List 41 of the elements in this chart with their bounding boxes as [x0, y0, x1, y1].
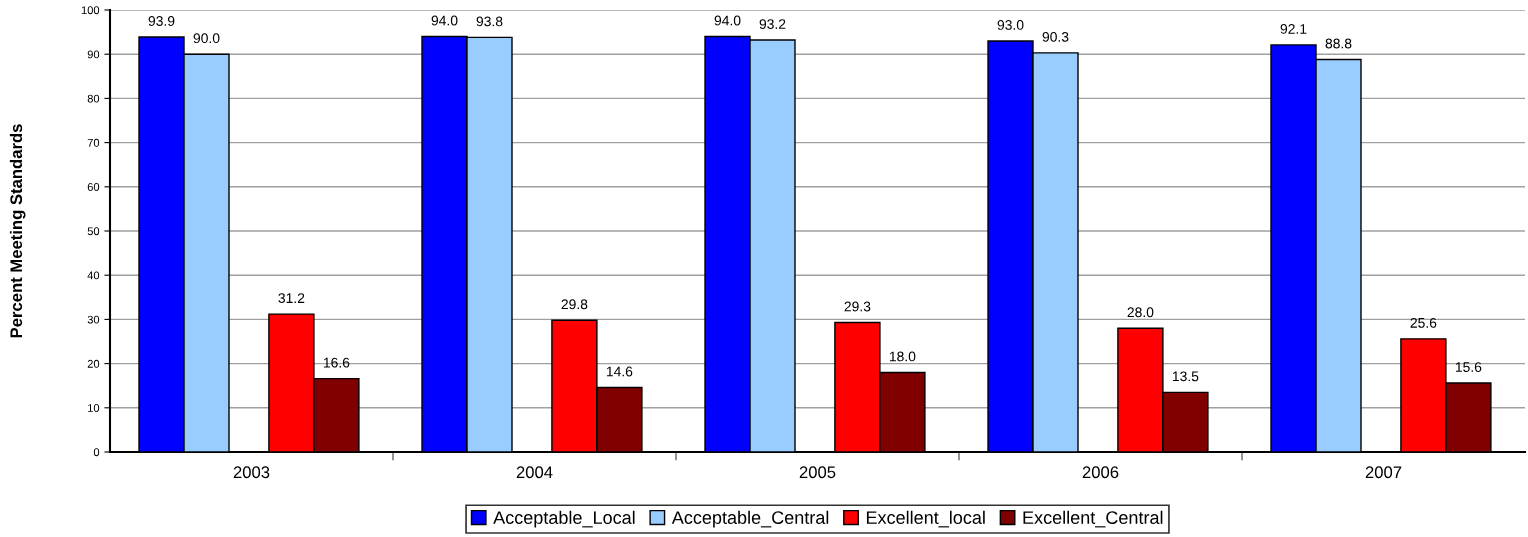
data-label: 15.6: [1455, 362, 1482, 372]
data-label: 94.0: [714, 15, 741, 26]
data-label: 31.2: [278, 293, 305, 304]
y-tick-label: 90: [87, 50, 100, 59]
x-tick-label: 2006: [1082, 466, 1119, 479]
data-label: 93.8: [476, 16, 503, 27]
data-label: 29.8: [561, 299, 588, 310]
data-label: 92.1: [1280, 24, 1307, 34]
x-tick-label: 2004: [516, 466, 553, 479]
data-label: 16.6: [323, 357, 350, 368]
y-tick-label: 50: [87, 227, 100, 236]
data-label: 93.0: [997, 20, 1024, 30]
y-tick-label: 30: [87, 315, 100, 324]
x-tick-label: 2003: [233, 466, 270, 479]
data-label: 29.3: [844, 301, 871, 312]
y-tick-label: 20: [87, 359, 100, 368]
y-tick-label: 80: [87, 94, 100, 103]
legend-label: Acceptable_Central: [671, 510, 829, 528]
y-tick-label: 10: [88, 404, 100, 412]
y-tick-label: 70: [87, 138, 100, 147]
data-label: 94.0: [431, 15, 458, 26]
y-tick-label: 40: [87, 271, 100, 280]
y-tick-label: 0: [93, 448, 100, 457]
data-label: 28.0: [1127, 307, 1154, 318]
data-label: 93.9: [148, 16, 175, 26]
x-tick-label: 2007: [1365, 466, 1402, 479]
data-label: 88.8: [1325, 38, 1352, 49]
data-label: 18.0: [889, 351, 916, 362]
legend-label: Acceptable_Local: [493, 510, 635, 528]
legend-label: Excellent_Central: [1023, 510, 1163, 528]
data-label: 90.3: [1042, 31, 1069, 42]
data-label: 13.5: [1172, 371, 1199, 382]
x-tick-label: 2005: [799, 466, 836, 479]
data-label: 90.0: [193, 33, 220, 44]
legend-label: Excellent_local: [866, 510, 985, 528]
y-tick-label: 100: [81, 6, 100, 15]
y-axis-title: Percent Meeting Standards: [9, 124, 26, 338]
data-label: 14.6: [606, 366, 633, 377]
data-label: 25.6: [1410, 317, 1437, 328]
y-tick-label: 60: [87, 183, 100, 191]
data-label: 93.2: [759, 19, 786, 29]
